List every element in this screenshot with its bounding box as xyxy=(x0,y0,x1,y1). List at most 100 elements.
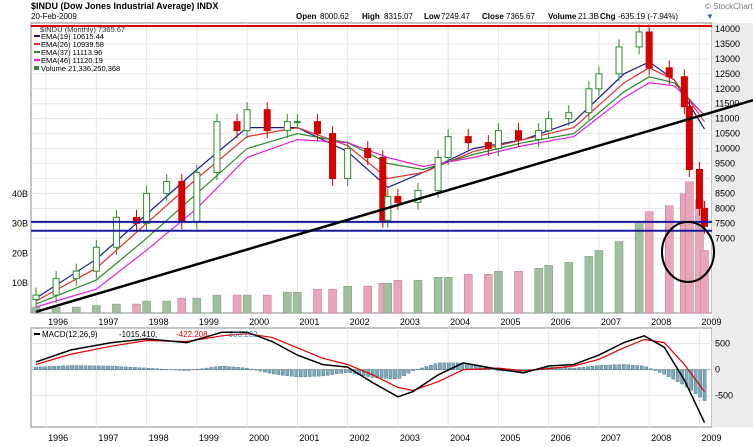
macd-histogram-bar xyxy=(613,364,617,370)
candle-body xyxy=(645,31,653,69)
x-tick-label: 1999 xyxy=(199,433,219,443)
macd-histogram-bar xyxy=(34,366,38,370)
watermark: © StockCharts.com xyxy=(705,2,753,11)
volume-bar xyxy=(564,262,574,314)
macd-line xyxy=(35,331,706,423)
volume-bar xyxy=(700,250,709,314)
x-tick-label: 1996 xyxy=(48,433,68,443)
macd-histogram-bar xyxy=(186,369,191,371)
macd-histogram-bar xyxy=(137,367,142,370)
grid-layer xyxy=(31,23,712,427)
macd-histogram-bar xyxy=(65,365,70,370)
x-tick-label: 2002 xyxy=(350,317,370,327)
low-label: Low xyxy=(424,12,441,21)
x-tick-label: 2001 xyxy=(299,317,319,327)
x-tick-label: 2008 xyxy=(651,317,671,327)
macd-histogram-bar xyxy=(213,366,218,370)
volume-value: 21.3B xyxy=(578,12,599,21)
x-tick-label: 2007 xyxy=(601,433,621,443)
volume-bar xyxy=(92,305,101,314)
macd-histogram-bar xyxy=(375,369,379,378)
macd-histogram-bar xyxy=(411,369,415,371)
volume-bar xyxy=(393,279,403,314)
candle-body xyxy=(494,130,502,150)
macd-histogram-bar xyxy=(231,366,236,370)
macd-histogram-bar xyxy=(388,369,393,379)
candle-body xyxy=(545,118,553,132)
x-tick-label: 2003 xyxy=(400,433,420,443)
macd-series xyxy=(31,331,712,423)
ema-line xyxy=(35,61,706,299)
x-tick-label: 2005 xyxy=(500,433,520,443)
macd-histogram-bar xyxy=(209,367,213,370)
macd-histogram-bar xyxy=(307,369,312,377)
candle-body xyxy=(700,207,708,227)
dropdown-icon[interactable]: ▼ xyxy=(706,12,714,21)
macd-histogram-bar xyxy=(581,366,586,370)
low-value: 7249.47 xyxy=(441,12,470,21)
macd-histogram-bar xyxy=(406,369,411,374)
macd-histogram-bar xyxy=(702,369,707,401)
macd-histogram-bar xyxy=(204,367,209,370)
volume-bar xyxy=(313,288,322,314)
volume-label: Volume xyxy=(548,12,577,21)
macd-histogram-bar xyxy=(689,369,693,391)
macd-histogram-bar xyxy=(56,365,61,370)
y-tick-label: 13000 xyxy=(715,54,740,64)
volume-bar xyxy=(232,294,242,314)
x-tick-label: 2004 xyxy=(450,317,470,327)
x-tick-label: 1999 xyxy=(199,317,219,327)
trendline xyxy=(35,98,753,314)
volume-bar xyxy=(192,297,202,314)
candle-body xyxy=(233,121,241,132)
volume-bar xyxy=(177,297,187,314)
x-tick-label: 2000 xyxy=(249,433,269,443)
macd-histogram-bar xyxy=(43,366,47,370)
candle-body xyxy=(112,216,120,248)
volume-bar xyxy=(328,288,337,314)
volume-bar xyxy=(283,291,292,314)
macd-histogram-bar xyxy=(240,367,245,370)
macd-histogram-bar xyxy=(272,369,276,375)
x-tick-label: 1998 xyxy=(149,317,169,327)
x-tick-label: 2009 xyxy=(701,433,721,443)
legend-volume-swatch xyxy=(34,66,39,70)
chg-label: Chg xyxy=(600,12,616,21)
candle-series xyxy=(32,24,708,308)
y-tick-label: 9000 xyxy=(715,173,735,183)
macd-histogram-bar xyxy=(110,365,115,370)
macd-histogram-bar xyxy=(106,365,110,370)
macd-legend: MACD(12,26,9) -1015.410, -422.208, -593.… xyxy=(34,330,258,339)
macd-histogram-bar xyxy=(420,367,424,370)
macd-histogram-bar xyxy=(572,367,577,370)
macd-histogram-bar xyxy=(299,369,303,378)
volume-bars xyxy=(31,181,709,314)
volume-bar xyxy=(132,303,141,314)
legend-hist: -593.202 xyxy=(226,330,258,339)
open-label: Open xyxy=(296,12,317,21)
ema-line xyxy=(35,82,705,308)
ema-line xyxy=(35,76,705,305)
volume-bar xyxy=(665,205,674,314)
x-tick-label: 2002 xyxy=(350,433,370,443)
candle-body xyxy=(213,121,221,173)
candle-body xyxy=(695,168,703,209)
y-tick-label: 8500 xyxy=(715,188,735,198)
candle-body xyxy=(464,136,472,144)
candle-body xyxy=(52,278,60,296)
macd-histogram-bar xyxy=(402,369,406,376)
macd-histogram-bar xyxy=(630,364,635,370)
candle-body xyxy=(685,106,693,170)
macd-histogram-bar xyxy=(563,367,568,370)
macd-histogram-bar xyxy=(568,367,572,370)
x-tick-label: 2007 xyxy=(601,317,621,327)
candle-body xyxy=(163,180,171,194)
candle-body xyxy=(595,73,603,90)
macd-histogram-bar xyxy=(370,369,375,378)
macd-tick-label: 500 xyxy=(715,339,730,349)
horizontal-lines xyxy=(31,24,712,232)
macd-histogram-bar xyxy=(141,367,146,370)
macd-histogram-bar xyxy=(604,365,608,370)
legend-ema26: EMA(26) 10939.58 xyxy=(41,40,104,49)
macd-histogram-bar xyxy=(312,369,317,377)
